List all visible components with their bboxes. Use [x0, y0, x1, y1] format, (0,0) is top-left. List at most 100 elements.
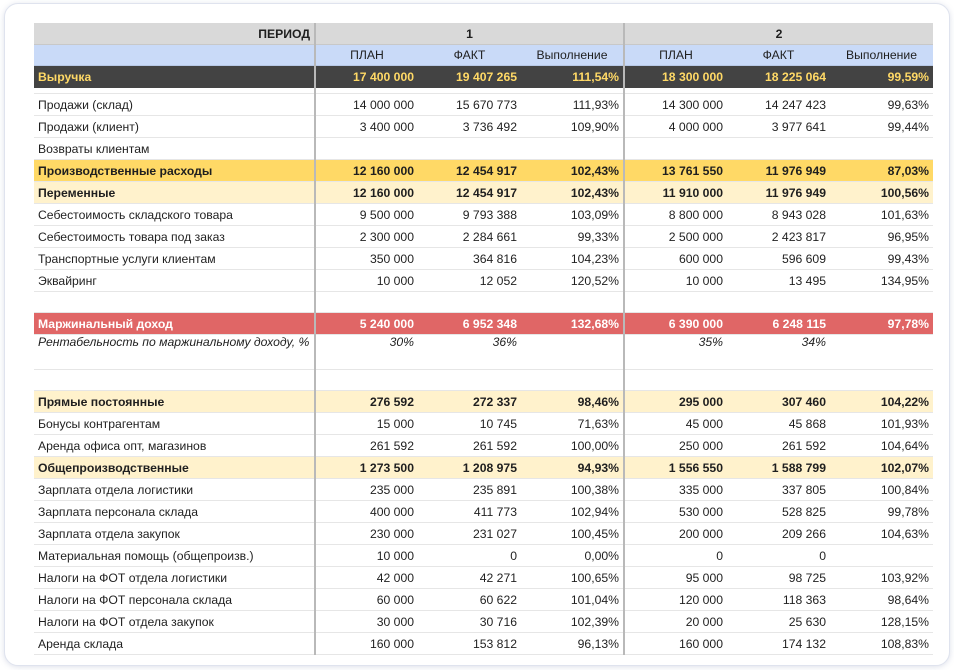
- exec-2-cell[interactable]: 101,63%: [830, 203, 933, 226]
- exec-2-cell[interactable]: 104,22%: [830, 390, 933, 413]
- fact-2-cell[interactable]: 8 943 028: [727, 203, 830, 226]
- plan-2-cell[interactable]: 6 390 000: [623, 312, 727, 335]
- plan-2-cell[interactable]: 10 000: [623, 269, 727, 292]
- plan-1-cell[interactable]: 5 240 000: [315, 312, 418, 335]
- row-label-cell[interactable]: Возвраты клиентам: [34, 137, 316, 160]
- plan-1-cell[interactable]: 12 160 000: [315, 159, 418, 182]
- fact-2-cell[interactable]: 45 868: [727, 412, 830, 435]
- exec-2-cell[interactable]: 99,43%: [830, 247, 933, 270]
- fact-2-cell[interactable]: 307 460: [727, 390, 830, 413]
- col-fact-2[interactable]: ФАКТ: [727, 44, 830, 66]
- exec-1-cell[interactable]: 102,94%: [521, 500, 624, 523]
- row-label-cell[interactable]: Аренда склада: [34, 632, 316, 655]
- plan-1-cell[interactable]: [315, 88, 418, 94]
- plan-1-cell[interactable]: 30 000: [315, 610, 418, 633]
- exec-2-cell[interactable]: 103,92%: [830, 566, 933, 589]
- exec-2-cell[interactable]: 104,64%: [830, 434, 933, 457]
- plan-1-cell[interactable]: 12 160 000: [315, 181, 418, 204]
- plan-1-cell[interactable]: 14 000 000: [315, 93, 418, 116]
- exec-2-cell[interactable]: 98,64%: [830, 588, 933, 611]
- exec-1-cell[interactable]: 104,23%: [521, 247, 624, 270]
- exec-1-cell[interactable]: 71,63%: [521, 412, 624, 435]
- exec-2-cell[interactable]: [830, 334, 933, 370]
- exec-2-cell[interactable]: 99,63%: [830, 93, 933, 116]
- fact-1-cell[interactable]: [418, 137, 521, 160]
- plan-1-cell[interactable]: [315, 137, 418, 160]
- exec-2-cell[interactable]: 99,59%: [830, 65, 933, 88]
- row-label-cell[interactable]: Бонусы контрагентам: [34, 412, 316, 435]
- row-label-cell[interactable]: Налоги на ФОТ отдела закупок: [34, 610, 316, 633]
- plan-1-cell[interactable]: 17 400 000: [315, 65, 418, 88]
- plan-1-cell[interactable]: 400 000: [315, 500, 418, 523]
- fact-1-cell[interactable]: 364 816: [418, 247, 521, 270]
- exec-1-cell[interactable]: 101,04%: [521, 588, 624, 611]
- exec-2-cell[interactable]: 97,78%: [830, 312, 933, 335]
- fact-1-cell[interactable]: 30 716: [418, 610, 521, 633]
- fact-2-cell[interactable]: 118 363: [727, 588, 830, 611]
- fact-1-cell[interactable]: 9 793 388: [418, 203, 521, 226]
- plan-2-cell[interactable]: [623, 369, 727, 391]
- col-plan-1[interactable]: ПЛАН: [315, 44, 418, 66]
- exec-1-cell[interactable]: 102,39%: [521, 610, 624, 633]
- exec-2-cell[interactable]: 96,95%: [830, 225, 933, 248]
- fact-2-cell[interactable]: 0: [727, 544, 830, 567]
- row-label-cell[interactable]: Прямые постоянные: [34, 390, 316, 413]
- plan-2-cell[interactable]: 45 000: [623, 412, 727, 435]
- exec-2-cell[interactable]: 102,07%: [830, 456, 933, 479]
- exec-1-cell[interactable]: 102,43%: [521, 181, 624, 204]
- plan-1-cell[interactable]: 261 592: [315, 434, 418, 457]
- exec-2-cell[interactable]: 108,83%: [830, 632, 933, 655]
- exec-1-cell[interactable]: 98,46%: [521, 390, 624, 413]
- plan-2-cell[interactable]: 95 000: [623, 566, 727, 589]
- fact-2-cell[interactable]: 14 247 423: [727, 93, 830, 116]
- row-label-cell[interactable]: Себестоимость товара под заказ: [34, 225, 316, 248]
- plan-2-cell[interactable]: 1 556 550: [623, 456, 727, 479]
- plan-2-cell[interactable]: [623, 88, 727, 94]
- exec-1-cell[interactable]: 99,33%: [521, 225, 624, 248]
- plan-1-cell[interactable]: [315, 291, 418, 313]
- fact-1-cell[interactable]: 19 407 265: [418, 65, 521, 88]
- fact-2-cell[interactable]: 261 592: [727, 434, 830, 457]
- fact-2-cell[interactable]: 337 805: [727, 478, 830, 501]
- plan-2-cell[interactable]: 11 910 000: [623, 181, 727, 204]
- exec-1-cell[interactable]: [521, 137, 624, 160]
- fact-1-cell[interactable]: 153 812: [418, 632, 521, 655]
- fact-2-cell[interactable]: 11 976 949: [727, 181, 830, 204]
- exec-1-cell[interactable]: [521, 369, 624, 391]
- exec-1-cell[interactable]: 111,93%: [521, 93, 624, 116]
- plan-1-cell[interactable]: 10 000: [315, 544, 418, 567]
- fact-2-cell[interactable]: 34%: [727, 334, 830, 370]
- period-1-header[interactable]: 1: [315, 23, 624, 45]
- fact-2-cell[interactable]: 98 725: [727, 566, 830, 589]
- exec-1-cell[interactable]: 100,00%: [521, 434, 624, 457]
- exec-2-cell[interactable]: 104,63%: [830, 522, 933, 545]
- plan-2-cell[interactable]: 35%: [623, 334, 727, 370]
- header-blank-cell[interactable]: [34, 44, 316, 66]
- plan-1-cell[interactable]: 2 300 000: [315, 225, 418, 248]
- fact-2-cell[interactable]: 6 248 115: [727, 312, 830, 335]
- plan-2-cell[interactable]: 18 300 000: [623, 65, 727, 88]
- plan-1-cell[interactable]: 60 000: [315, 588, 418, 611]
- fact-1-cell[interactable]: 12 454 917: [418, 159, 521, 182]
- fact-1-cell[interactable]: 12 454 917: [418, 181, 521, 204]
- fact-1-cell[interactable]: 12 052: [418, 269, 521, 292]
- row-label-cell[interactable]: Транспортные услуги клиентам: [34, 247, 316, 270]
- exec-1-cell[interactable]: 103,09%: [521, 203, 624, 226]
- exec-1-cell[interactable]: 0,00%: [521, 544, 624, 567]
- fact-1-cell[interactable]: 0: [418, 544, 521, 567]
- row-label-cell[interactable]: Общепроизводственные: [34, 456, 316, 479]
- fact-1-cell[interactable]: 235 891: [418, 478, 521, 501]
- exec-1-cell[interactable]: 111,54%: [521, 65, 624, 88]
- fact-1-cell[interactable]: 36%: [418, 334, 521, 370]
- fact-1-cell[interactable]: 1 208 975: [418, 456, 521, 479]
- exec-1-cell[interactable]: 100,45%: [521, 522, 624, 545]
- fact-1-cell[interactable]: 411 773: [418, 500, 521, 523]
- row-label-cell[interactable]: Производственные расходы: [34, 159, 316, 182]
- plan-2-cell[interactable]: 530 000: [623, 500, 727, 523]
- col-plan-2[interactable]: ПЛАН: [623, 44, 727, 66]
- row-label-cell[interactable]: Зарплата отдела закупок: [34, 522, 316, 545]
- exec-1-cell[interactable]: 96,13%: [521, 632, 624, 655]
- fact-1-cell[interactable]: 60 622: [418, 588, 521, 611]
- plan-2-cell[interactable]: 8 800 000: [623, 203, 727, 226]
- plan-2-cell[interactable]: 13 761 550: [623, 159, 727, 182]
